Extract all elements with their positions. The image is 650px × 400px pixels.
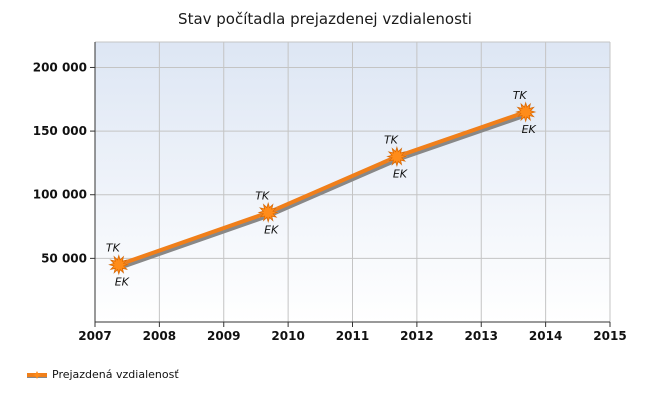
point-label-tk: TK xyxy=(255,190,270,203)
y-tick-label: 200 000 xyxy=(33,60,87,74)
x-tick-label: 2015 xyxy=(593,329,626,343)
legend-swatch xyxy=(27,370,47,379)
point-label-tk: TK xyxy=(384,134,399,147)
grid xyxy=(95,41,611,322)
series-line-shadow xyxy=(119,113,528,270)
y-tick-label: 50 000 xyxy=(41,251,87,265)
point-label-ek: EK xyxy=(522,123,537,136)
axes: 2007 2008 2009 2010 2011 2012 2013 2014 2015 50 0… xyxy=(33,42,627,343)
x-tick-label: 2014 xyxy=(529,329,562,343)
x-tick-label: 2012 xyxy=(400,329,433,343)
y-tick-label: 150 000 xyxy=(33,124,87,138)
x-tick-label: 2008 xyxy=(143,329,176,343)
data-point-marker xyxy=(257,202,279,223)
point-label-ek: EK xyxy=(115,276,130,289)
x-tick-label: 2013 xyxy=(465,329,498,343)
point-label-ek: EK xyxy=(264,224,279,237)
x-tick-label: 2007 xyxy=(78,329,111,343)
chart-title: Stav počítadla prejazdenej vzdialenosti xyxy=(178,10,472,28)
x-tick-label: 2009 xyxy=(207,329,240,343)
labels: TK EK TK EK TK EK TK EK xyxy=(106,89,537,289)
data-point-marker xyxy=(108,254,130,276)
legend-label: Prejazdená vzdialenosť xyxy=(52,368,179,381)
legend: Prejazdená vzdialenosť xyxy=(26,368,179,381)
data-point-marker xyxy=(515,101,537,123)
series-line xyxy=(118,110,527,267)
point-label-ek: EK xyxy=(393,168,408,181)
x-tick-label: 2010 xyxy=(271,329,304,343)
y-tick-label: 100 000 xyxy=(33,188,87,202)
data-point-marker xyxy=(386,146,408,167)
x-tick-label: 2011 xyxy=(336,329,369,343)
point-label-tk: TK xyxy=(106,242,121,255)
series-layer xyxy=(107,101,537,276)
point-label-tk: TK xyxy=(513,89,528,102)
